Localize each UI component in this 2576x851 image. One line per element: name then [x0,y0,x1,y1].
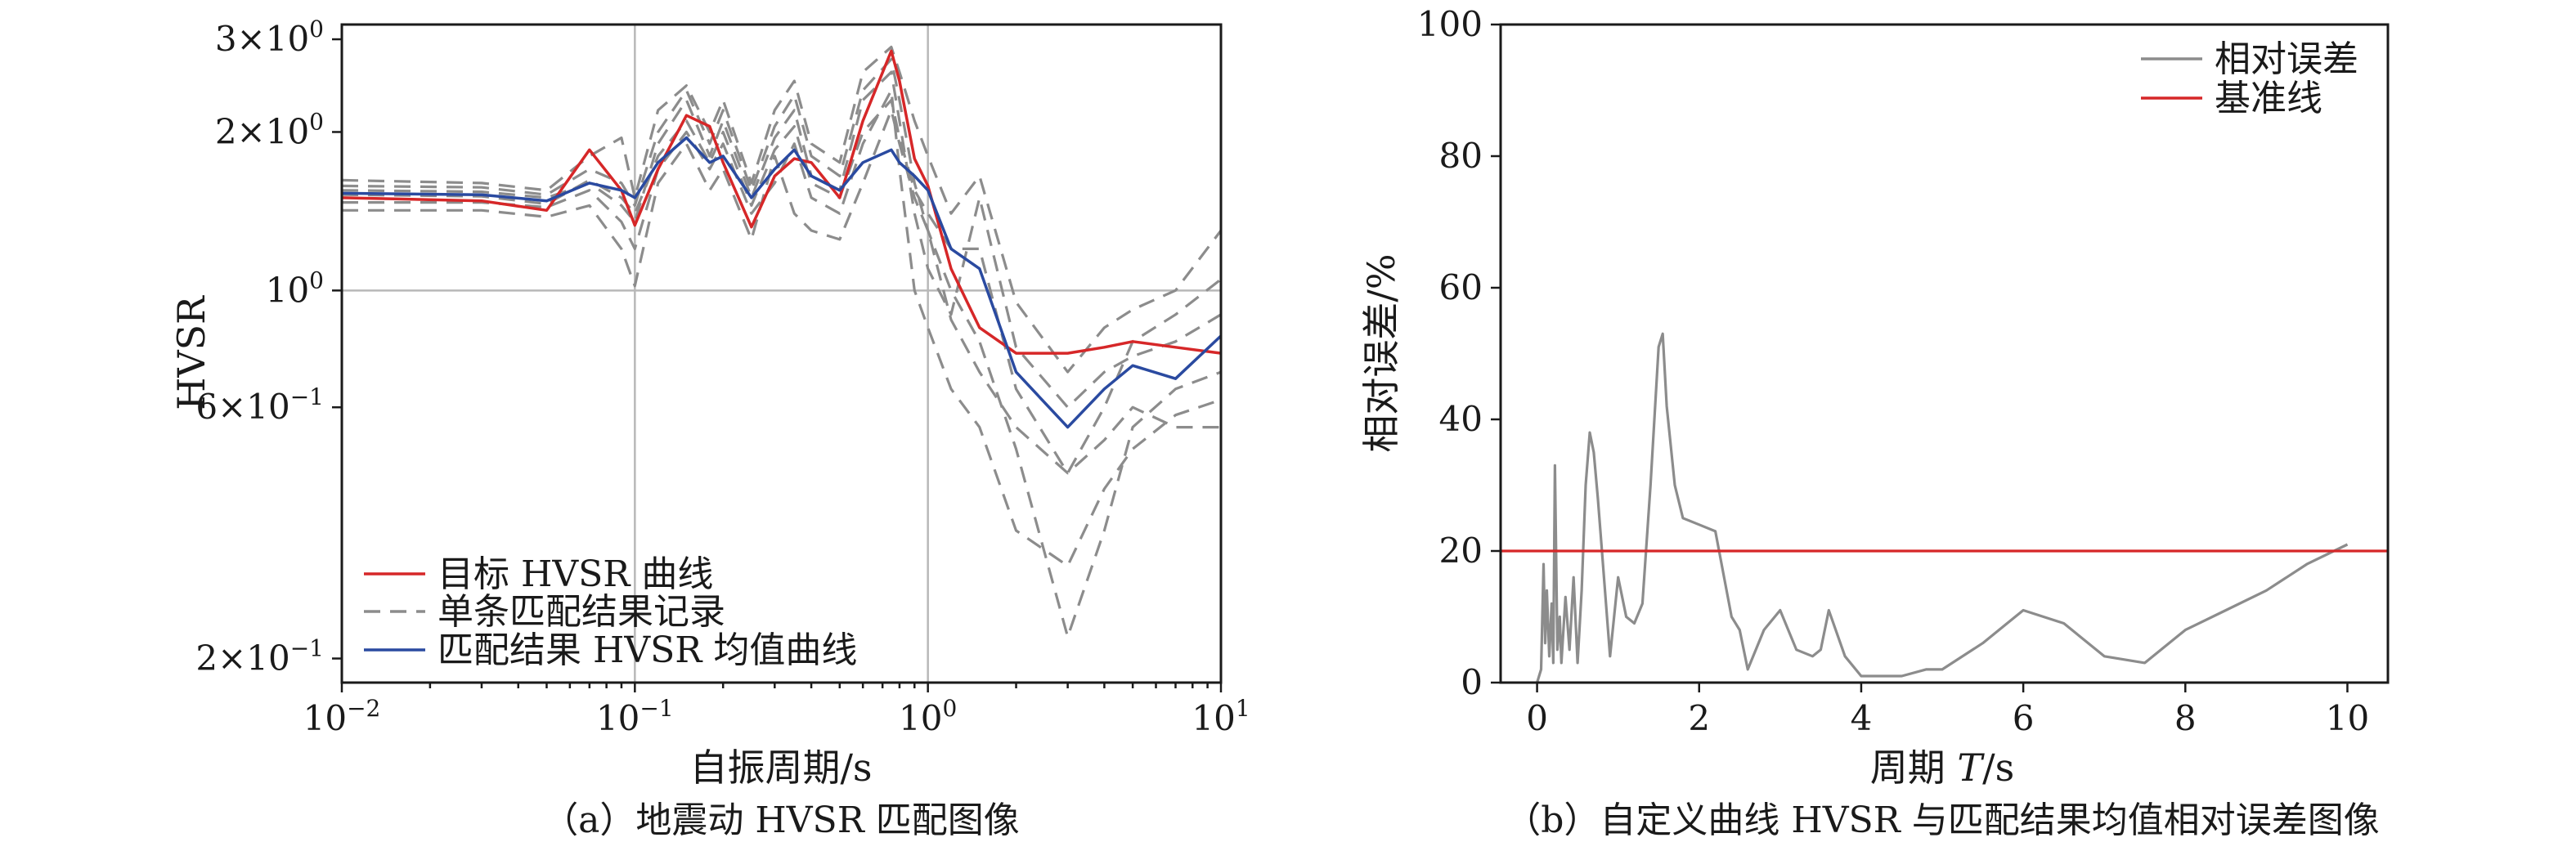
legend-label-single: 单条匹配结果记录 [438,591,725,633]
chart-a-xtick-label: 101 [1192,695,1250,738]
chart-b-xtick-label: 6 [2013,698,2035,738]
legend-label-rel-err: 相对误差 [2215,38,2358,80]
chart-b-xtick-label: 4 [1851,698,1873,738]
chart-a-series-target-0 [341,49,1222,355]
chart-b-xlabel-var: T [1957,746,1985,790]
chart-a-series-single-6 [341,98,1222,475]
chart-a-legend: 目标 HVSR 曲线 单条匹配结果记录 匹配结果 HVSR 均值曲线 [364,553,857,671]
chart-a-xtick-label: 10−2 [303,695,381,738]
chart-a-series-single-1 [341,45,1223,374]
chart-b-xtick-label: 0 [1526,698,1548,738]
chart-a-ytick-label: 100 [266,266,324,310]
chart-b-ytick-label: 0 [1461,662,1483,702]
chart-b-xlabel: 周期 T/s [1870,746,2014,790]
chart-a-series-single-4 [342,88,1222,567]
chart-b-legend: 相对误差 基准线 [2141,38,2358,119]
legend-label-mean: 匹配结果 HVSR 均值曲线 [438,629,857,671]
legend-label-baseline: 基准线 [2215,78,2322,119]
chart-b-ytick-label: 20 [1439,531,1483,571]
chart-b-xlabel-unit: /s [1982,746,2014,790]
chart-a-plot-frame [340,23,1223,684]
chart-b-ytick-label: 60 [1439,267,1483,307]
chart-b-xtick-label: 2 [1688,698,1710,738]
chart-a-caption: （a）地震动 HVSR 匹配图像 [542,799,1020,841]
chart-a-xlabel: 自振周期/s [689,746,872,790]
chart-a-ytick-label: 3×100 [215,16,324,59]
chart-b-series-rel_err [1536,332,2349,683]
chart-a-series-single-3 [341,70,1222,409]
chart-b-ytick-label: 80 [1439,136,1483,176]
chart-b-xtick-label: 8 [2174,698,2197,738]
legend-label-target: 目标 HVSR 曲线 [438,553,713,595]
chart-a: 10−2 10−1 100 1012×10−16×10−11002×1003×100 … [169,16,1250,841]
chart-b-caption: （b）自定义曲线 HVSR 与匹配结果均值相对误差图像 [1505,799,2380,841]
chart-b-ytick-label: 100 [1417,4,1483,44]
chart-b-ylabel: 相对误差/% [1359,253,1403,452]
chart-b-plot-frame [1499,23,2390,684]
chart-a-series-single-2 [342,109,1221,475]
chart-a-ytick-label: 2×10−1 [195,635,324,679]
chart-a-series [341,45,1223,638]
chart-a-gridlines [342,25,1221,683]
chart-b-ytick-label: 40 [1439,399,1483,439]
chart-b-xtick-label: 10 [2326,698,2369,738]
chart-a-ytick-label: 6×10−1 [195,383,324,427]
chart-b-series [1501,332,2388,683]
chart-a-xtick-label: 100 [899,695,957,738]
chart-a-ytick-label: 2×100 [215,108,324,151]
chart-b-xlabel-text: 周期 [1870,746,1945,790]
chart-a-series-mean-7 [341,136,1223,429]
chart-a-ylabel: HVSR [169,295,213,410]
chart-a-xtick-label: 10−1 [596,695,674,738]
chart-a-ticks: 10−2 10−1 100 101 2×10−1 6×10−1 100 2×100 3×100 [195,16,1250,738]
